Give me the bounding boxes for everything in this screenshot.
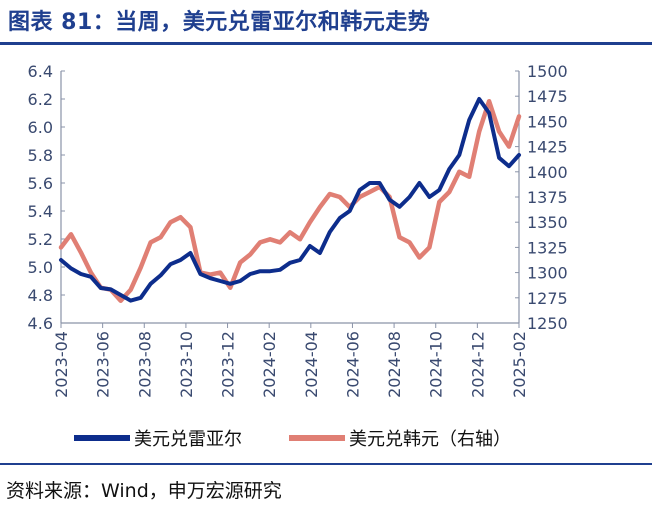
left-tick-label: 5.8 xyxy=(28,146,53,165)
series-line-krw xyxy=(58,98,522,304)
legend-label-brl: 美元兑雷亚尔 xyxy=(134,429,242,450)
source-note: 资料来源：Wind，申万宏源研究 xyxy=(6,480,282,502)
chart-axes: 4.6 4.8 5.0 5.2 5.4 5.6 5.8 6.0 6.2 6.4 1250 1275 13… xyxy=(28,62,568,398)
left-tick-label: 5.4 xyxy=(28,202,53,221)
x-tick-label: 2024-04 xyxy=(302,331,321,398)
series-line-brl xyxy=(59,97,521,303)
left-tick-label: 5.2 xyxy=(28,230,53,249)
left-tick-label: 4.8 xyxy=(28,286,53,305)
x-tick-label: 2024-02 xyxy=(260,331,279,398)
right-tick-label: 1425 xyxy=(527,138,568,157)
chart-legend: 美元兑雷亚尔 美元兑韩元（右轴） xyxy=(74,429,511,450)
x-tick-label: 2025-02 xyxy=(510,331,529,398)
right-tick-label: 1500 xyxy=(527,62,568,81)
left-tick-label: 5.0 xyxy=(28,258,53,277)
left-tick-label: 6.4 xyxy=(28,62,53,81)
right-tick-label: 1300 xyxy=(527,264,568,283)
right-tick-label: 1325 xyxy=(527,238,568,257)
right-tick-label: 1475 xyxy=(527,87,568,106)
left-tick-label: 6.2 xyxy=(28,90,53,109)
right-tick-label: 1350 xyxy=(527,213,568,232)
chart-title: 图表 81：当周，美元兑雷亚尔和韩元走势 xyxy=(8,10,431,35)
x-tick-label: 2023-06 xyxy=(94,331,113,398)
x-tick-label: 2023-04 xyxy=(52,331,71,398)
right-tick-label: 1400 xyxy=(527,163,568,182)
x-tick-label: 2024-12 xyxy=(468,331,487,398)
x-tick-label: 2023-10 xyxy=(177,331,196,398)
left-tick-label: 5.6 xyxy=(28,174,53,193)
x-tick-label: 2023-12 xyxy=(219,331,238,398)
right-tick-label: 1375 xyxy=(527,188,568,207)
legend-label-krw: 美元兑韩元（右轴） xyxy=(349,429,511,450)
chart-series xyxy=(58,97,522,304)
x-tick-label: 2024-06 xyxy=(343,331,362,398)
x-tick-label: 2024-10 xyxy=(427,331,446,398)
right-tick-label: 1275 xyxy=(527,289,568,308)
x-tick-label: 2024-08 xyxy=(385,331,404,398)
right-tick-label: 1250 xyxy=(527,314,568,333)
source-rule xyxy=(0,463,652,465)
title-rule xyxy=(0,42,652,45)
left-tick-label: 6.0 xyxy=(28,118,53,137)
left-tick-label: 4.6 xyxy=(28,314,53,333)
x-tick-label: 2023-08 xyxy=(135,331,154,398)
right-tick-label: 1450 xyxy=(527,112,568,131)
